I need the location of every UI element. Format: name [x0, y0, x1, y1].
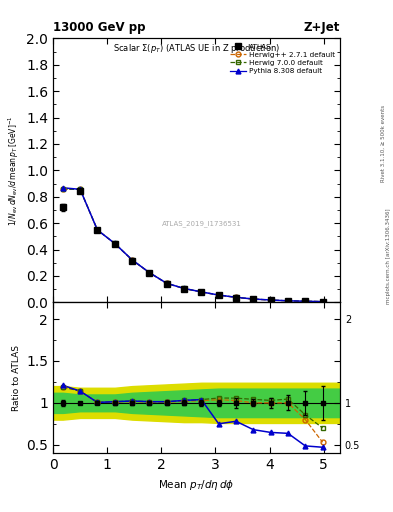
- Text: Rivet 3.1.10, ≥ 500k events: Rivet 3.1.10, ≥ 500k events: [381, 105, 386, 182]
- Y-axis label: $1/N_\mathrm{ev}\,dN_\mathrm{ev}/d\,\mathrm{mean}\,p_T\,[\mathrm{GeV}]^{-1}$: $1/N_\mathrm{ev}\,dN_\mathrm{ev}/d\,\mat…: [6, 115, 20, 226]
- Text: Scalar $\Sigma(p_T)$ (ATLAS UE in Z production): Scalar $\Sigma(p_T)$ (ATLAS UE in Z prod…: [113, 42, 280, 55]
- Text: 13000 GeV pp: 13000 GeV pp: [53, 20, 145, 34]
- Text: Z+Jet: Z+Jet: [303, 20, 340, 34]
- Text: mcplots.cern.ch [arXiv:1306.3436]: mcplots.cern.ch [arXiv:1306.3436]: [386, 208, 391, 304]
- Legend: ATLAS, Herwig++ 2.7.1 default, Herwig 7.0.0 default, Pythia 8.308 default: ATLAS, Herwig++ 2.7.1 default, Herwig 7.…: [229, 42, 336, 76]
- Y-axis label: Ratio to ATLAS: Ratio to ATLAS: [12, 345, 21, 411]
- Text: ATLAS_2019_I1736531: ATLAS_2019_I1736531: [162, 220, 242, 226]
- X-axis label: Mean $p_T/d\eta\,d\phi$: Mean $p_T/d\eta\,d\phi$: [158, 478, 235, 492]
